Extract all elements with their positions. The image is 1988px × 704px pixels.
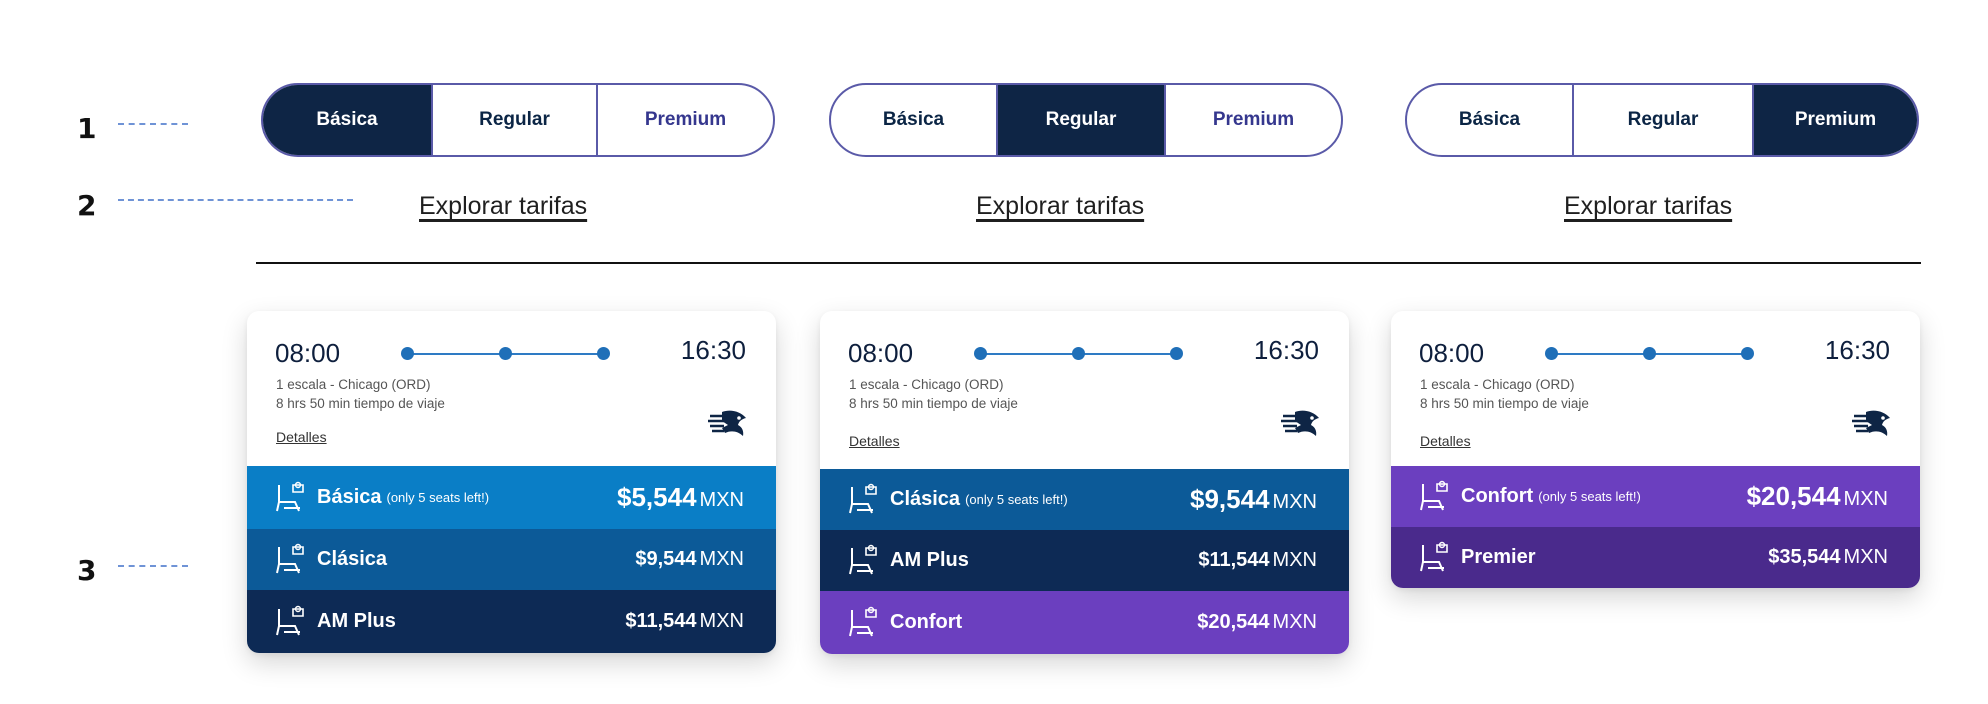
explore-fares-link-3[interactable]: Explorar tarifas	[1564, 192, 1733, 220]
departure-time: 08:00	[275, 338, 341, 368]
route-dot-icon	[1170, 347, 1183, 360]
marker-3-dash	[118, 565, 188, 567]
fare-row-am-plus[interactable]: AM Plus $11,544 MXN	[820, 530, 1349, 591]
fare-price: $5,544 MXN	[617, 482, 744, 512]
route-dot-icon	[1545, 347, 1558, 360]
marker-1-dash	[118, 123, 188, 125]
fare-row-clasica[interactable]: Clásica $9,544 MXN	[247, 529, 776, 590]
stops-text: 1 escala - Chicago (ORD)	[276, 377, 431, 392]
fare-row-basica[interactable]: Básica (only 5 seats left!) $5,544 MXN	[247, 466, 776, 529]
route-dot-icon	[1072, 347, 1085, 360]
arrival-time: 16:30	[680, 335, 746, 365]
seats-left-note: (only 5 seats left!)	[1538, 489, 1641, 504]
option-basica[interactable]: Básica	[1458, 109, 1521, 130]
route-dot-icon	[401, 347, 414, 360]
fare-name: Premier	[1461, 546, 1536, 568]
flight-card-2: 08:00 16:30 1 escala - Chicago (ORD) 8 h…	[820, 311, 1349, 654]
route-line	[974, 347, 1183, 360]
marker-3: 3	[77, 554, 97, 587]
seat-icon	[849, 606, 877, 636]
fare-price: $11,544 MXN	[625, 610, 744, 632]
details-link[interactable]: Detalles	[276, 429, 327, 445]
duration-text: 8 hrs 50 min tiempo de viaje	[849, 396, 1018, 411]
option-premium[interactable]: Premium	[1752, 85, 1917, 155]
flight-summary: 08:00 16:30 1 escala - Chicago (ORD) 8 h…	[820, 311, 1349, 469]
fare-name: AM Plus	[890, 549, 969, 571]
route-dot-icon	[1643, 347, 1656, 360]
fare-row-am-plus[interactable]: AM Plus $11,544 MXN	[247, 590, 776, 653]
option-regular[interactable]: Regular	[431, 85, 596, 155]
seat-icon	[849, 483, 877, 513]
fare-price: $20,544 MXN	[1746, 481, 1888, 511]
fare-name: Básica	[317, 486, 382, 508]
departure-time: 08:00	[1419, 338, 1485, 368]
seat-icon	[849, 544, 877, 574]
seat-icon	[1420, 480, 1448, 510]
explore-fares-link-1[interactable]: Explorar tarifas	[419, 192, 588, 220]
option-basica[interactable]: Básica	[882, 109, 945, 130]
fare-family-selector-2: Básica Regular Premium	[829, 83, 1343, 157]
fare-name: Clásica	[890, 488, 961, 510]
seat-icon	[1420, 541, 1448, 571]
explore-fares-link-2[interactable]: Explorar tarifas	[976, 192, 1145, 220]
fare-row-premier[interactable]: Premier $35,544 MXN	[1391, 527, 1920, 588]
flight-info: 1 escala - Chicago (ORD) 8 hrs 50 min ti…	[276, 375, 445, 413]
flight-summary: 08:00 16:30 1 escala - Chicago (ORD) 8 h…	[247, 311, 776, 466]
departure-time: 08:00	[848, 338, 914, 368]
stops-text: 1 escala - Chicago (ORD)	[849, 377, 1004, 392]
fare-price: $9,544 MXN	[1190, 484, 1317, 514]
arrival-time: 16:30	[1253, 335, 1319, 365]
route-dot-icon	[974, 347, 987, 360]
aeromexico-logo	[1281, 410, 1319, 436]
route-dot-icon	[1741, 347, 1754, 360]
seats-left-note: (only 5 seats left!)	[965, 492, 1068, 507]
flight-card-3: 08:00 16:30 1 escala - Chicago (ORD) 8 h…	[1391, 311, 1920, 588]
route-line	[1545, 347, 1754, 360]
flight-info: 1 escala - Chicago (ORD) 8 hrs 50 min ti…	[849, 375, 1018, 413]
section-divider	[256, 262, 1921, 264]
seats-left-note: (only 5 seats left!)	[386, 490, 490, 505]
fare-price: $20,544 MXN	[1197, 611, 1317, 633]
fare-family-selector-1: Básica Regular Premium	[261, 83, 775, 157]
fare-row-confort[interactable]: Confort (only 5 seats left!) $20,544 MXN	[1391, 466, 1920, 527]
arrival-time: 16:30	[1824, 335, 1890, 365]
fare-price: $9,544 MXN	[635, 548, 744, 570]
route-dot-icon	[597, 347, 610, 360]
duration-text: 8 hrs 50 min tiempo de viaje	[276, 396, 445, 411]
flight-info: 1 escala - Chicago (ORD) 8 hrs 50 min ti…	[1420, 375, 1589, 413]
flight-card-1: 08:00 16:30 1 escala - Chicago (ORD) 8 h…	[247, 311, 776, 653]
fare-price: $11,544 MXN	[1198, 549, 1317, 571]
marker-2: 2	[77, 189, 97, 222]
option-basica[interactable]: Básica	[263, 85, 431, 155]
option-regular[interactable]: Regular	[996, 85, 1164, 155]
seat-icon	[276, 481, 304, 511]
details-link[interactable]: Detalles	[849, 433, 900, 449]
marker-2-dash	[118, 199, 353, 201]
seat-icon	[276, 543, 304, 573]
fare-name: Confort	[890, 611, 963, 633]
aeromexico-logo	[1852, 410, 1890, 436]
route-line	[401, 347, 610, 360]
duration-text: 8 hrs 50 min tiempo de viaje	[1420, 396, 1589, 411]
stops-text: 1 escala - Chicago (ORD)	[1420, 377, 1575, 392]
option-premium[interactable]: Premium	[596, 85, 773, 155]
fare-price: $35,544 MXN	[1768, 546, 1888, 568]
option-premium[interactable]: Premium	[1164, 85, 1341, 155]
details-link[interactable]: Detalles	[1420, 433, 1471, 449]
fare-row-clasica[interactable]: Clásica (only 5 seats left!) $9,544 MXN	[820, 469, 1349, 530]
marker-1: 1	[77, 112, 97, 145]
flight-summary: 08:00 16:30 1 escala - Chicago (ORD) 8 h…	[1391, 311, 1920, 466]
fare-family-selector-3: Básica Regular Premium	[1405, 83, 1919, 157]
seat-icon	[276, 605, 304, 635]
fare-name: AM Plus	[317, 610, 396, 632]
route-dot-icon	[499, 347, 512, 360]
aeromexico-logo	[708, 410, 746, 436]
fare-name: Confort	[1461, 485, 1534, 507]
option-regular[interactable]: Regular	[1572, 85, 1752, 155]
fare-row-confort[interactable]: Confort $20,544 MXN	[820, 591, 1349, 654]
fare-name: Clásica	[317, 548, 388, 570]
